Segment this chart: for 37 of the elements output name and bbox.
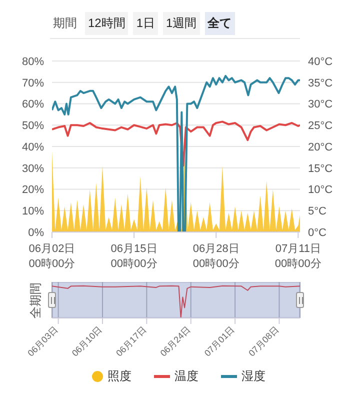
legend-label: 照度 [108, 368, 132, 384]
y2-tick-label: 40°C [308, 56, 333, 68]
text: 全て [204, 12, 235, 34]
legend-label: 湿度 [242, 368, 266, 384]
x-tick-label: 06月03日 [26, 324, 60, 358]
x-tick-label: 07月01日 [202, 324, 236, 358]
y2-tick-label: 30°C [308, 98, 333, 111]
x-tick-label: 06月15日 00時00分 [110, 243, 158, 270]
y-tick-label: 70% [22, 77, 44, 90]
y-tick-label: 0% [28, 226, 44, 239]
y2-tick-label: 25°C [308, 120, 333, 132]
x-tick-label: 06月28日 00時00分 [192, 243, 240, 270]
y2-tick-label: 5°C [308, 206, 327, 218]
y2-tick-label: 10°C [308, 184, 333, 196]
x-tick-label: 07月11日 00時00分 [274, 243, 322, 270]
y-axis-title: 全期間 [28, 282, 44, 318]
x-tick-label: 06月17日 [114, 324, 148, 358]
x-tick-label: 06月02日 00時00分 [28, 243, 76, 270]
x-tick-label: 07月08日 [246, 324, 281, 358]
text: 12時間 [85, 12, 128, 34]
text: 1日 [133, 12, 158, 34]
y2-tick-label: 20°C [308, 141, 333, 154]
text: 1週間 [163, 12, 200, 34]
y-tick-label: 30% [22, 162, 44, 175]
y-tick-label: 50% [22, 120, 44, 132]
y-tick-label: 20% [22, 184, 44, 196]
y-tick-label: 40% [22, 141, 44, 154]
text: 期間 [52, 14, 78, 32]
x-tick-label: 06月10日 [70, 324, 104, 358]
y2-tick-label: 0°C [308, 226, 327, 239]
y2-tick-label: 15°C [308, 162, 333, 175]
x-tick-label: 06月24日 [158, 324, 192, 358]
legend-label: 温度 [174, 368, 198, 384]
y-tick-label: 10% [22, 206, 44, 218]
y-tick-label: 60% [22, 98, 44, 111]
y2-tick-label: 35°C [308, 77, 333, 90]
y-tick-label: 80% [22, 56, 44, 68]
